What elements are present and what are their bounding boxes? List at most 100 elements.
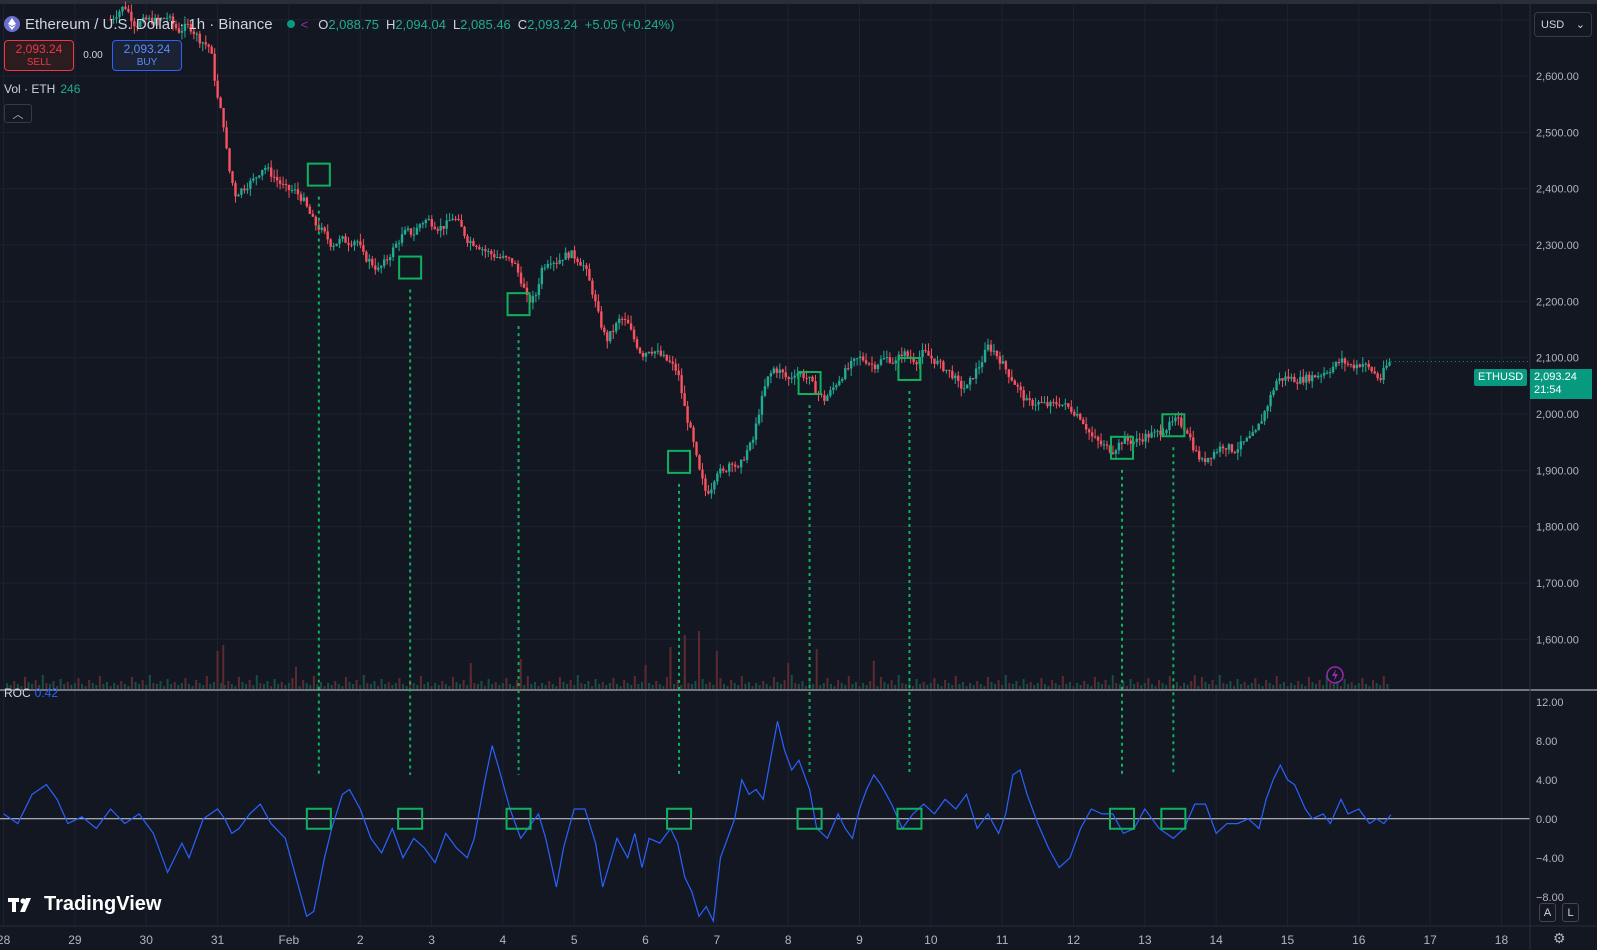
- lightning-icon[interactable]: [1325, 665, 1345, 685]
- gear-icon[interactable]: ⚙: [1553, 930, 1566, 946]
- buy-label: BUY: [136, 56, 158, 68]
- currency-select[interactable]: USD ⌄: [1534, 12, 1592, 37]
- volume-bar: [1265, 680, 1268, 689]
- candle-body: [1090, 432, 1094, 437]
- volume-bar: [1158, 680, 1161, 689]
- candle-body: [159, 18, 163, 20]
- candle-body: [1275, 380, 1278, 391]
- candle-body: [261, 169, 264, 176]
- volume-bar: [887, 684, 890, 689]
- volume-bar: [451, 677, 454, 689]
- symbol-title[interactable]: Ethereum / U.S. Dollar · 1h · Binance: [25, 15, 273, 33]
- volume-bar: [994, 684, 997, 689]
- volume-bar: [576, 675, 579, 689]
- volume-bar: [1286, 686, 1289, 689]
- volume-bar: [833, 686, 836, 689]
- candle-body: [1224, 448, 1228, 450]
- candle-body: [963, 388, 966, 390]
- volume-bar: [869, 681, 872, 689]
- volume-bar: [819, 685, 822, 689]
- volume-bar: [191, 686, 194, 689]
- candle-body: [778, 369, 782, 373]
- time-tick-label: 11: [996, 933, 1009, 947]
- volume-bar: [227, 681, 230, 689]
- candle-body: [751, 439, 755, 443]
- candle-body: [1316, 375, 1320, 378]
- volume-bar: [152, 683, 155, 689]
- sell-button[interactable]: 2,093.24 SELL: [4, 40, 74, 71]
- roc-legend[interactable]: ROC 0.42: [4, 686, 58, 700]
- chevron-up-icon[interactable]: ︿: [4, 104, 32, 123]
- last-price-ticker: ETHUSD: [1474, 369, 1528, 386]
- candle-body: [1114, 450, 1118, 454]
- candle-body: [671, 361, 674, 364]
- candle-body: [873, 364, 877, 370]
- candle-body: [736, 466, 740, 468]
- candle-body: [165, 17, 169, 19]
- ethereum-icon[interactable]: [4, 16, 20, 32]
- candle-body: [644, 352, 648, 357]
- volume-bar: [327, 683, 330, 689]
- time-tick-label: 17: [1423, 933, 1437, 947]
- candle-body: [1159, 430, 1162, 435]
- volume-bar: [1047, 686, 1050, 689]
- candle-body: [722, 468, 725, 471]
- volume-bar: [348, 682, 351, 689]
- volume-bar: [862, 683, 865, 689]
- candle-body: [1186, 430, 1189, 434]
- volume-bar: [1222, 683, 1225, 689]
- candle-body: [549, 263, 552, 265]
- candle-body: [689, 422, 692, 428]
- ohlc-key: C: [517, 16, 528, 32]
- candle-body: [1278, 378, 1281, 381]
- volume-bar: [216, 651, 219, 689]
- log-scale-button[interactable]: L: [1562, 903, 1579, 922]
- volume-bar: [858, 686, 861, 689]
- candle-body: [1096, 436, 1100, 441]
- candle-body: [1061, 404, 1064, 406]
- volume-bar: [983, 686, 986, 689]
- volume-bar: [1079, 685, 1082, 689]
- candle-body: [475, 245, 478, 248]
- share-icon[interactable]: <: [300, 16, 309, 32]
- buy-button[interactable]: 2,093.24 BUY: [112, 40, 182, 71]
- volume-bar: [123, 684, 126, 689]
- candle-body: [733, 464, 737, 467]
- volume-bar: [280, 682, 283, 689]
- candle-body: [335, 243, 338, 246]
- volume-bar: [594, 679, 597, 689]
- volume-bar: [658, 684, 661, 689]
- candle-body: [659, 350, 663, 356]
- volume-bar: [797, 684, 800, 689]
- time-tick-label: 29: [68, 933, 82, 947]
- volume-bar: [127, 686, 130, 689]
- volume-bar: [245, 684, 248, 689]
- volume-bar: [448, 686, 451, 689]
- candle-body: [210, 46, 213, 54]
- volume-legend[interactable]: Vol · ETH 246: [4, 82, 80, 96]
- volume-bar: [1150, 684, 1153, 689]
- ohlc-key: L: [452, 16, 461, 32]
- roc-tick-label: 12.00: [1536, 697, 1564, 709]
- time-tick-label: 3: [428, 933, 435, 947]
- auto-scale-button[interactable]: A: [1539, 903, 1556, 922]
- candle-body: [594, 294, 597, 302]
- time-tick-label: 6: [642, 933, 649, 947]
- candle-body: [540, 267, 544, 285]
- candle-body: [448, 220, 451, 222]
- candle-body: [1171, 421, 1174, 423]
- volume-bar: [73, 683, 76, 689]
- candle-body: [234, 183, 237, 197]
- volume-bar: [583, 684, 586, 689]
- candle-body: [1334, 362, 1338, 367]
- candle-body: [1076, 413, 1079, 416]
- candle-body: [1013, 380, 1016, 385]
- candle-body: [805, 378, 808, 380]
- tradingview-logo[interactable]: TradingView: [8, 893, 161, 916]
- volume-bar: [690, 684, 693, 689]
- signal-box-price: [797, 371, 822, 396]
- volume-bar: [794, 683, 797, 689]
- chevron-down-icon: ⌄: [1575, 19, 1585, 31]
- candle-body: [858, 356, 862, 359]
